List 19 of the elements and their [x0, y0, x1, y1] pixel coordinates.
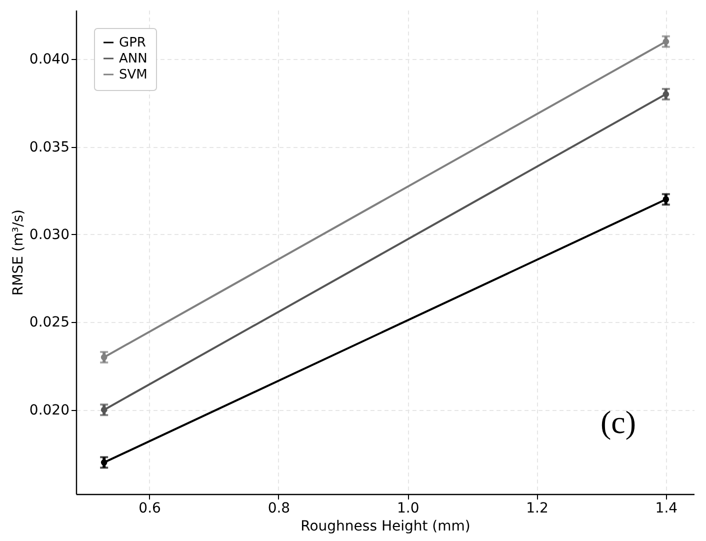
- point: [100, 406, 108, 413]
- legend-label: GPR: [119, 36, 146, 50]
- x-tick-label: 1.4: [655, 500, 678, 516]
- legend-label: SVM: [119, 68, 148, 82]
- y-axis-title: RMSE (m³/s): [10, 209, 26, 296]
- point: [100, 354, 108, 360]
- x-tick-label: 0.8: [268, 500, 290, 516]
- y-tick-label: 0.030: [29, 226, 70, 243]
- annotation: (c): [600, 404, 636, 440]
- x-axis-title: Roughness Height (mm): [300, 518, 470, 534]
- y-tick-label: 0.040: [29, 52, 70, 68]
- y-tick-label: 0.025: [29, 314, 70, 331]
- y-tick-label: 0.020: [29, 402, 70, 418]
- point: [662, 91, 670, 98]
- y-tick-label: 0.035: [29, 139, 70, 156]
- x-tick-label: 1.0: [396, 500, 420, 516]
- legend-label: ANN: [119, 52, 148, 66]
- x-tick-label: 1.2: [526, 500, 548, 516]
- x-tick-label: 0.6: [138, 500, 162, 516]
